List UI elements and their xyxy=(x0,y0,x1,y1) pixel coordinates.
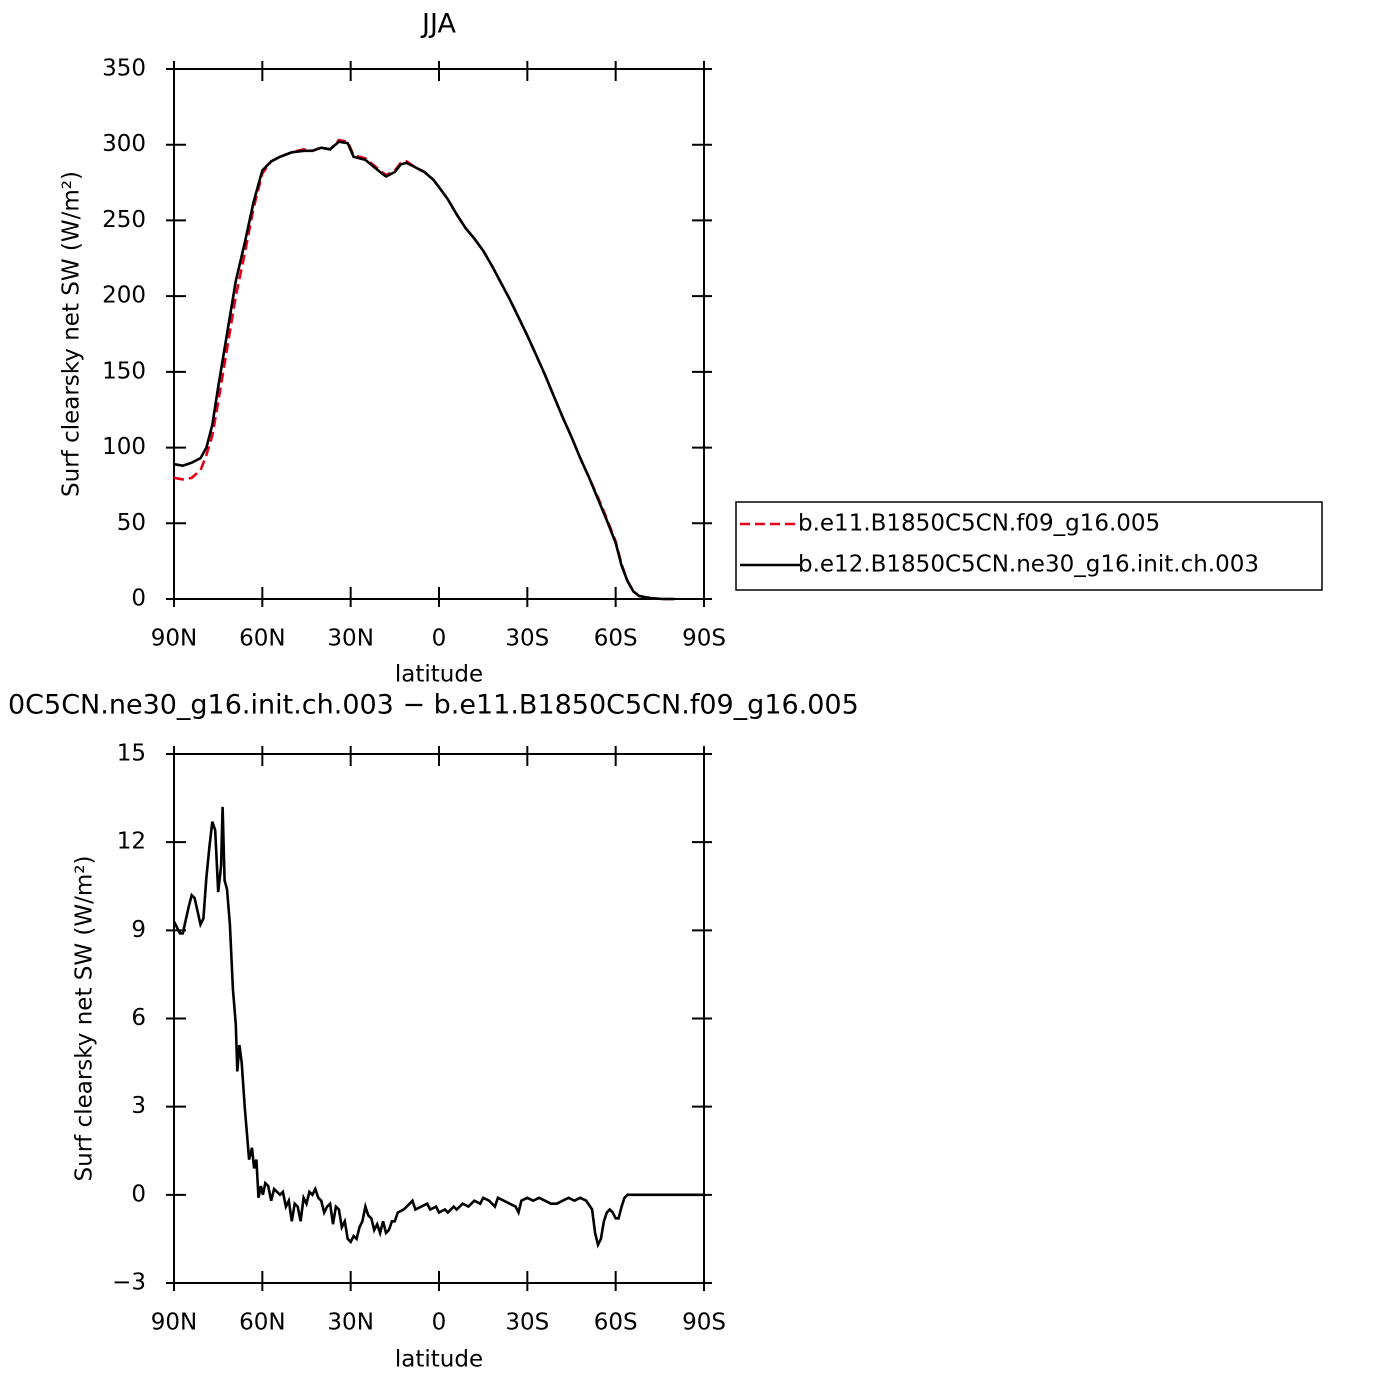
y-tick-label: 3 xyxy=(131,1093,146,1119)
x-tick-label: 60N xyxy=(239,1310,285,1336)
y-tick-label: 0 xyxy=(131,586,146,612)
x-tick-label: 90S xyxy=(682,626,726,652)
y-tick-label: 350 xyxy=(102,56,146,82)
chart-title: JJA xyxy=(420,9,456,40)
x-tick-label: 90N xyxy=(151,626,197,652)
x-axis-label: latitude xyxy=(395,662,483,688)
plot-frame xyxy=(173,68,705,600)
y-tick-label: −3 xyxy=(112,1270,146,1296)
x-tick-label: 60S xyxy=(594,1310,638,1336)
y-axis-label: Surf clearsky net SW (W/m²) xyxy=(59,171,85,497)
legend-label: b.e12.B1850C5CN.ne30_g16.init.ch.003 xyxy=(798,552,1259,578)
y-tick-label: 150 xyxy=(102,358,146,384)
plot-frame xyxy=(173,753,705,1284)
x-tick-label: 90N xyxy=(151,1310,197,1336)
y-tick-label: 15 xyxy=(117,741,146,767)
x-axis-label: latitude xyxy=(395,1347,483,1373)
x-tick-label: 30S xyxy=(505,626,549,652)
y-tick-label: 50 xyxy=(117,510,146,536)
x-tick-label: 30S xyxy=(505,1310,549,1336)
y-tick-label: 9 xyxy=(131,917,146,943)
x-tick-label: 0 xyxy=(432,1310,447,1336)
y-axis-label: Surf clearsky net SW (W/m²) xyxy=(72,856,98,1182)
y-tick-label: 6 xyxy=(131,1005,146,1031)
data-line xyxy=(173,138,675,601)
x-tick-label: 0 xyxy=(432,626,447,652)
data-line xyxy=(173,140,675,601)
y-tick-label: 12 xyxy=(117,829,146,855)
chart-title: 0C5CN.ne30_g16.init.ch.003 − b.e11.B1850… xyxy=(8,690,859,721)
legend-box xyxy=(735,501,1323,591)
x-tick-label: 30N xyxy=(327,626,373,652)
y-tick-label: 0 xyxy=(131,1181,146,1207)
legend-label: b.e11.B1850C5CN.f09_g16.005 xyxy=(798,511,1160,537)
data-line xyxy=(172,806,704,1249)
x-tick-label: 60S xyxy=(594,626,638,652)
y-tick-label: 250 xyxy=(102,207,146,233)
y-tick-label: 100 xyxy=(102,434,146,460)
x-tick-label: 90S xyxy=(682,1310,726,1336)
y-tick-label: 300 xyxy=(102,131,146,157)
y-tick-label: 200 xyxy=(102,283,146,309)
x-tick-label: 60N xyxy=(239,626,285,652)
x-tick-label: 30N xyxy=(327,1310,373,1336)
